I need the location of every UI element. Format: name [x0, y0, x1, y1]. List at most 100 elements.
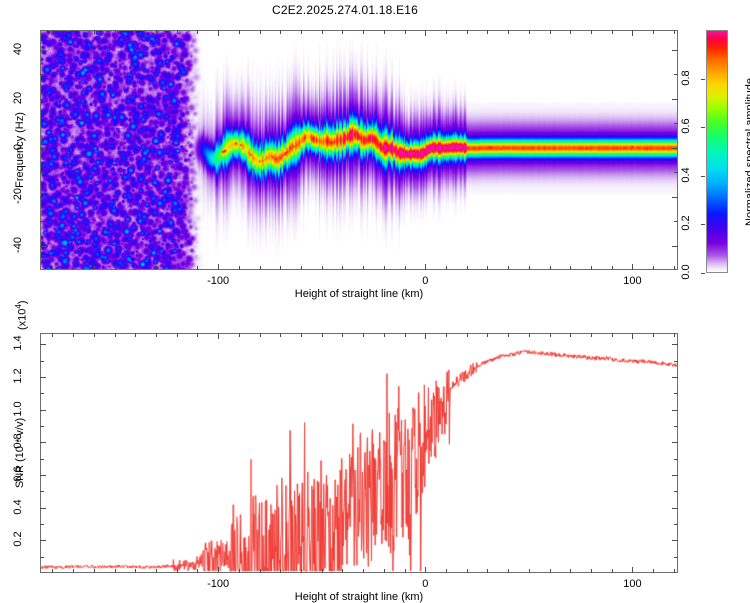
x-tick-minor — [73, 569, 74, 573]
snr-axes — [40, 333, 678, 573]
y-tick — [40, 557, 44, 558]
x-tick-minor — [218, 264, 219, 270]
x-tick-minor — [487, 569, 488, 573]
x-tick-minor — [177, 266, 178, 270]
x-tick-minor — [177, 569, 178, 573]
colorbar-tick-label: 0.6 — [680, 118, 692, 134]
x-tick-minor-top — [73, 30, 74, 34]
y-tick-label: 40 — [12, 42, 24, 55]
x-tick-minor-top — [653, 333, 654, 337]
y-tick — [40, 361, 44, 362]
y-tick-right — [672, 344, 678, 345]
y-axis-label: SNR (10 * v/v) — [14, 417, 26, 489]
y-tick-right — [674, 459, 678, 460]
y-tick-right — [674, 123, 678, 124]
x-tick-minor-top — [218, 30, 219, 36]
x-tick-minor — [467, 266, 468, 270]
x-tick-minor-top — [177, 30, 178, 34]
x-tick-minor — [632, 264, 633, 270]
x-tick-minor — [591, 266, 592, 270]
x-tick-minor — [342, 266, 343, 270]
x-tick-minor-top — [301, 333, 302, 337]
y-tick-right — [674, 393, 678, 394]
x-tick-minor-top — [115, 30, 116, 34]
x-axis-label: Height of straight line (km) — [294, 288, 424, 300]
x-tick-minor-top — [487, 333, 488, 337]
x-tick-minor — [280, 266, 281, 270]
x-tick-minor-top — [570, 30, 571, 34]
x-tick-minor — [508, 266, 509, 270]
y-tick — [40, 221, 44, 222]
x-tick-minor — [218, 567, 219, 573]
y-tick-right — [674, 172, 678, 173]
x-tick-minor-top — [218, 333, 219, 339]
y-tick — [40, 123, 44, 124]
x-tick-minor-top — [260, 30, 261, 34]
x-tick-minor-top — [156, 30, 157, 34]
x-tick-minor — [322, 569, 323, 573]
y-tick — [40, 99, 46, 100]
y-tick — [40, 344, 46, 345]
x-tick-minor-top — [425, 30, 426, 36]
y-tick-right — [672, 410, 678, 411]
x-tick-minor — [446, 569, 447, 573]
x-tick-minor — [73, 266, 74, 270]
x-tick-minor — [425, 567, 426, 573]
y-tick — [40, 172, 44, 173]
x-tick-minor — [115, 569, 116, 573]
x-tick-minor — [653, 569, 654, 573]
colorbar-tick — [701, 127, 705, 128]
x-tick-minor-top — [467, 333, 468, 337]
y-tick — [40, 377, 46, 378]
y-tick — [40, 524, 44, 525]
x-tick-minor-top — [467, 30, 468, 34]
x-tick-minor-top — [653, 30, 654, 34]
x-tick-label: -100 — [207, 578, 230, 590]
y-tick-right — [672, 475, 678, 476]
y-tick-label: 1.4 — [12, 335, 24, 352]
y-tick — [40, 475, 46, 476]
x-tick-minor — [405, 266, 406, 270]
x-tick-minor-top — [177, 333, 178, 337]
colorbar-tick-label: 0.4 — [680, 167, 692, 183]
x-tick-minor — [342, 569, 343, 573]
y-tick-right — [674, 426, 678, 427]
x-tick-minor-top — [384, 333, 385, 337]
x-tick-minor-top — [550, 333, 551, 337]
y-axis-label: Frequency (Hz) — [14, 112, 26, 188]
x-tick-minor-top — [446, 333, 447, 337]
x-tick-minor — [653, 266, 654, 270]
x-tick-minor — [363, 266, 364, 270]
x-tick-minor — [384, 569, 385, 573]
x-tick-minor-top — [135, 333, 136, 337]
x-tick-minor-top — [115, 333, 116, 337]
x-tick-minor-top — [135, 30, 136, 34]
x-tick-minor-top — [632, 30, 633, 36]
figure-title: C2E2.2025.274.01.18.E16 — [271, 3, 419, 17]
x-tick-minor — [94, 266, 95, 270]
x-tick-minor — [197, 266, 198, 270]
x-tick-minor-top — [322, 30, 323, 34]
y-tick — [40, 540, 46, 541]
x-tick-minor — [591, 569, 592, 573]
colorbar-tick-label: 0.8 — [680, 70, 692, 86]
x-tick-minor — [135, 569, 136, 573]
spectrogram-image — [41, 31, 677, 269]
y-tick-right — [672, 508, 678, 509]
y-tick-right — [674, 491, 678, 492]
x-tick-minor-top — [550, 30, 551, 34]
x-tick-minor-top — [52, 30, 53, 34]
y-tick — [40, 148, 46, 149]
x-tick-minor — [135, 266, 136, 270]
x-tick-minor — [487, 266, 488, 270]
y-tick-right — [672, 540, 678, 541]
y-tick-label: 1.2 — [12, 368, 24, 384]
y-tick-right — [672, 99, 678, 100]
x-tick-minor-top — [674, 30, 675, 34]
x-tick-minor — [239, 569, 240, 573]
x-tick-minor — [197, 569, 198, 573]
colorbar-tick-label: 0.0 — [680, 264, 692, 280]
x-tick-minor-top — [508, 333, 509, 337]
x-tick-minor — [322, 266, 323, 270]
